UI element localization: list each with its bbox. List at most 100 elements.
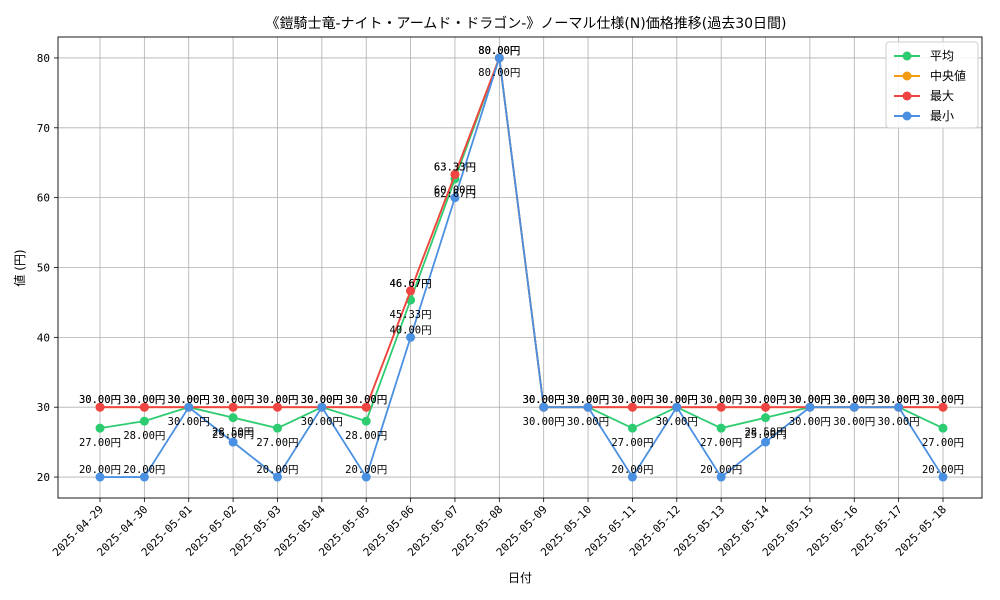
data-point — [494, 53, 504, 63]
legend-swatch-marker — [902, 71, 912, 81]
data-label: 80.00円 — [478, 67, 520, 79]
data-label: 20.00円 — [700, 464, 742, 476]
data-label: 30.00円 — [168, 394, 210, 406]
data-label: 30.00円 — [656, 394, 698, 406]
data-label: 30.00円 — [301, 394, 343, 406]
data-label: 30.00円 — [744, 394, 786, 406]
data-point — [627, 472, 637, 482]
data-label: 30.00円 — [744, 394, 786, 406]
data-point — [938, 402, 948, 412]
data-point — [317, 402, 327, 412]
data-point — [406, 332, 416, 342]
data-label: 30.00円 — [611, 394, 653, 406]
x-axis-label: 日付 — [508, 571, 532, 585]
data-point — [361, 402, 371, 412]
data-label: 20.00円 — [611, 464, 653, 476]
data-label: 30.00円 — [523, 394, 565, 406]
grid — [58, 37, 982, 498]
data-label: 25.00円 — [744, 429, 786, 441]
data-label: 30.00円 — [878, 394, 920, 406]
series-line-平均 — [99, 57, 944, 430]
legend-entry: 最小 — [930, 109, 954, 123]
legend-entry: 中央値 — [930, 68, 966, 83]
data-point — [761, 413, 771, 423]
data-point — [627, 402, 637, 412]
data-label: 30.00円 — [700, 394, 742, 406]
y-axis-label: 値 (円) — [12, 249, 27, 286]
legend-entry: 最大 — [930, 89, 954, 103]
data-label: 30.00円 — [878, 416, 920, 428]
legend-entry: 平均 — [930, 49, 954, 63]
data-label: 30.00円 — [123, 394, 165, 406]
data-label: 30.00円 — [212, 394, 254, 406]
y-tick-label: 20 — [37, 471, 50, 484]
data-label: 30.00円 — [656, 394, 698, 406]
data-point — [228, 413, 238, 423]
data-label: 30.00円 — [345, 394, 387, 406]
data-label: 20.00円 — [123, 464, 165, 476]
data-point — [894, 402, 904, 412]
data-label: 27.00円 — [79, 437, 121, 449]
data-label: 30.00円 — [256, 394, 298, 406]
legend-swatch-marker — [902, 91, 912, 101]
data-label: 30.00円 — [567, 394, 609, 406]
data-label: 30.00円 — [656, 416, 698, 428]
data-label: 63.33円 — [434, 161, 476, 173]
data-label: 30.00円 — [878, 394, 920, 406]
y-tick-label: 60 — [37, 192, 50, 205]
data-point — [583, 402, 593, 412]
data-point — [272, 423, 282, 433]
data-point — [361, 416, 371, 426]
data-point — [406, 286, 416, 296]
data-label: 30.00円 — [789, 416, 831, 428]
data-point — [716, 402, 726, 412]
data-label: 30.00円 — [567, 416, 609, 428]
data-label: 30.00円 — [922, 394, 964, 406]
y-tick-label: 50 — [37, 262, 50, 275]
data-label: 30.00円 — [833, 394, 875, 406]
data-label: 30.00円 — [833, 394, 875, 406]
data-label: 63.33円 — [434, 161, 476, 173]
data-point — [716, 423, 726, 433]
data-label: 28.50円 — [212, 427, 254, 439]
data-point — [539, 402, 549, 412]
data-labels-layer: 27.00円28.00円30.00円28.50円27.00円30.00円28.0… — [79, 45, 964, 476]
data-label: 80.00円 — [478, 45, 520, 57]
data-label: 30.00円 — [789, 394, 831, 406]
data-label: 30.00円 — [256, 394, 298, 406]
data-label: 30.00円 — [523, 394, 565, 406]
data-label: 30.00円 — [878, 394, 920, 406]
data-label: 27.00円 — [700, 437, 742, 449]
y-tick-label: 40 — [37, 331, 50, 344]
data-point — [849, 402, 859, 412]
data-label: 30.00円 — [567, 394, 609, 406]
data-label: 30.00円 — [168, 394, 210, 406]
y-axis-ticks: 20 30 40 50 60 70 80 — [37, 52, 58, 484]
data-point — [95, 423, 105, 433]
data-label: 80.00円 — [478, 45, 520, 57]
series-layer — [95, 53, 948, 482]
data-point — [805, 402, 815, 412]
data-label: 27.00円 — [256, 437, 298, 449]
data-point — [95, 472, 105, 482]
chart-title: 《鎧騎士竜-ナイト・アームド・ドラゴン-》ノーマル仕様(N)価格推移(過去30日… — [266, 15, 787, 32]
data-label: 25.00円 — [212, 429, 254, 441]
data-label: 28.50円 — [744, 427, 786, 439]
series-line-最小 — [100, 57, 944, 480]
data-point — [761, 402, 771, 412]
data-point — [716, 472, 726, 482]
data-label: 30.00円 — [700, 394, 742, 406]
data-point — [450, 193, 460, 203]
data-label: 30.00円 — [567, 394, 609, 406]
data-label: 30.00円 — [789, 394, 831, 406]
data-label: 27.00円 — [611, 437, 653, 449]
data-point — [761, 437, 771, 447]
data-point — [361, 472, 371, 482]
data-label: 30.00円 — [168, 394, 210, 406]
data-point — [139, 402, 149, 412]
data-label: 27.00円 — [922, 437, 964, 449]
data-label: 30.00円 — [301, 416, 343, 428]
data-label: 30.00円 — [833, 394, 875, 406]
legend-swatch-marker — [902, 51, 912, 61]
